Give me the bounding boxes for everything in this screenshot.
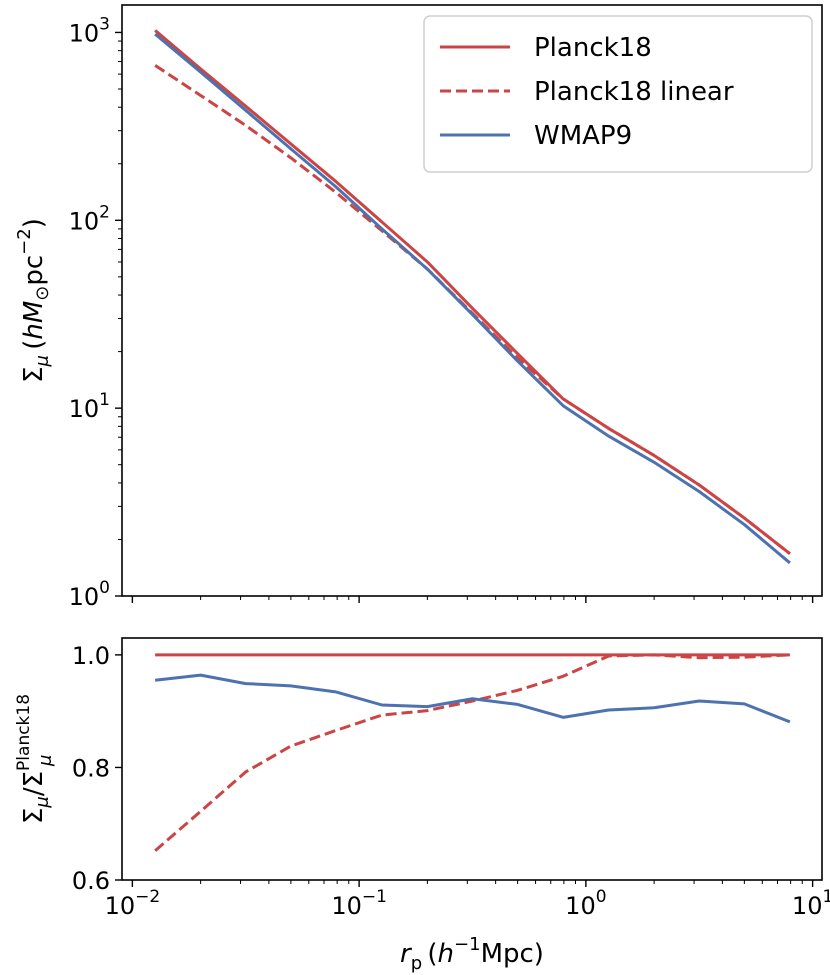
top-y-tick-label: 100 (69, 578, 110, 611)
bottom-y-tick-label: 1.0 (72, 642, 110, 670)
bottom-x-tick-label: 100 (565, 887, 606, 920)
top-axes-frame (121, 4, 823, 597)
top-y-tick-label: 102 (69, 202, 110, 235)
bottom-x-tick-label: 10−2 (105, 887, 161, 920)
top-series-line-wmap9 (154, 32, 791, 565)
bottom-panel: 0.6 0.8 1.0 10−2 10−1 100 101 Σμ/ΣPlanck18μ rp (… (14, 637, 830, 974)
top-y-tick-label: 101 (69, 390, 110, 423)
bottom-x-tick-label: 10−1 (331, 887, 387, 920)
bottom-series-line-wmap9 (154, 673, 791, 724)
legend-frame (423, 15, 813, 173)
top-y-axis-label: Σμ (hM⊙pc−2) (14, 218, 53, 383)
bottom-y-tick-label: 0.6 (72, 867, 110, 895)
bottom-axes-frame (121, 637, 823, 881)
legend-label-wmap9: WMAP9 (534, 121, 632, 151)
top-y-tick-label: 103 (69, 14, 110, 47)
bottom-x-tick-label: 101 (792, 887, 830, 920)
x-axis-label: rp (h−1Mpc) (400, 934, 544, 974)
legend-label-planck18-linear: Planck18 linear (534, 77, 734, 107)
bottom-y-tick-label: 0.8 (72, 754, 110, 782)
top-series-line-planck18 (154, 29, 791, 555)
bottom-series-line-planck18-linear (154, 653, 790, 852)
legend: Planck18 Planck18 linear WMAP9 (423, 15, 813, 173)
bottom-y-axis-label: Σμ/ΣPlanck18μ (14, 694, 56, 824)
legend-label-planck18: Planck18 (534, 33, 652, 63)
